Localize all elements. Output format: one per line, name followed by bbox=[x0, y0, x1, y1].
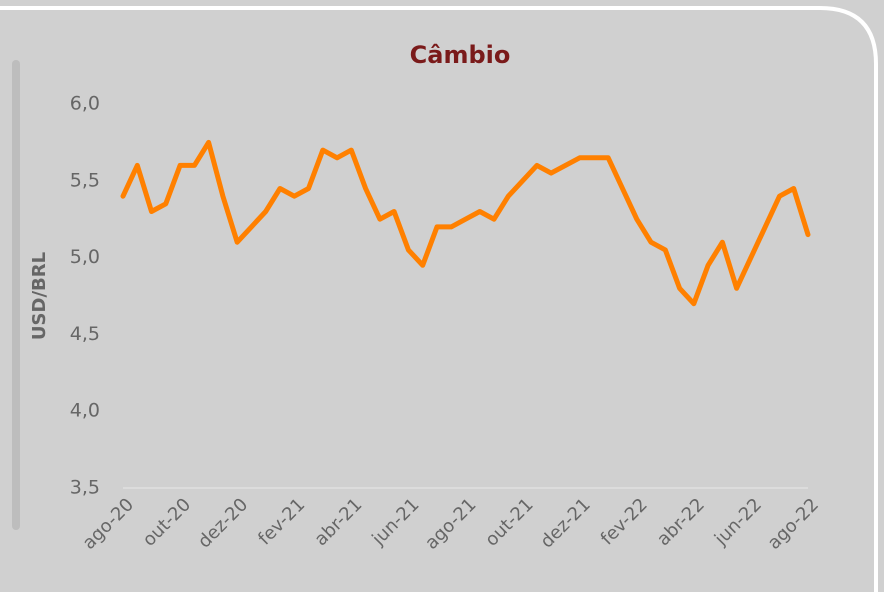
y-axis-label: USD/BRL bbox=[29, 252, 50, 340]
y-tick-label: 5,5 bbox=[70, 169, 100, 191]
y-tick-label: 4,0 bbox=[70, 400, 100, 422]
y-tick-label: 6,0 bbox=[70, 93, 100, 115]
chart-title: Câmbio bbox=[410, 41, 511, 69]
frame-border bbox=[0, 6, 878, 592]
frame-shadow bbox=[12, 60, 20, 530]
y-tick-label: 3,5 bbox=[70, 477, 100, 499]
y-tick-label: 5,0 bbox=[70, 246, 100, 268]
series-line bbox=[120, 139, 811, 307]
y-tick-label: 4,5 bbox=[70, 323, 100, 345]
